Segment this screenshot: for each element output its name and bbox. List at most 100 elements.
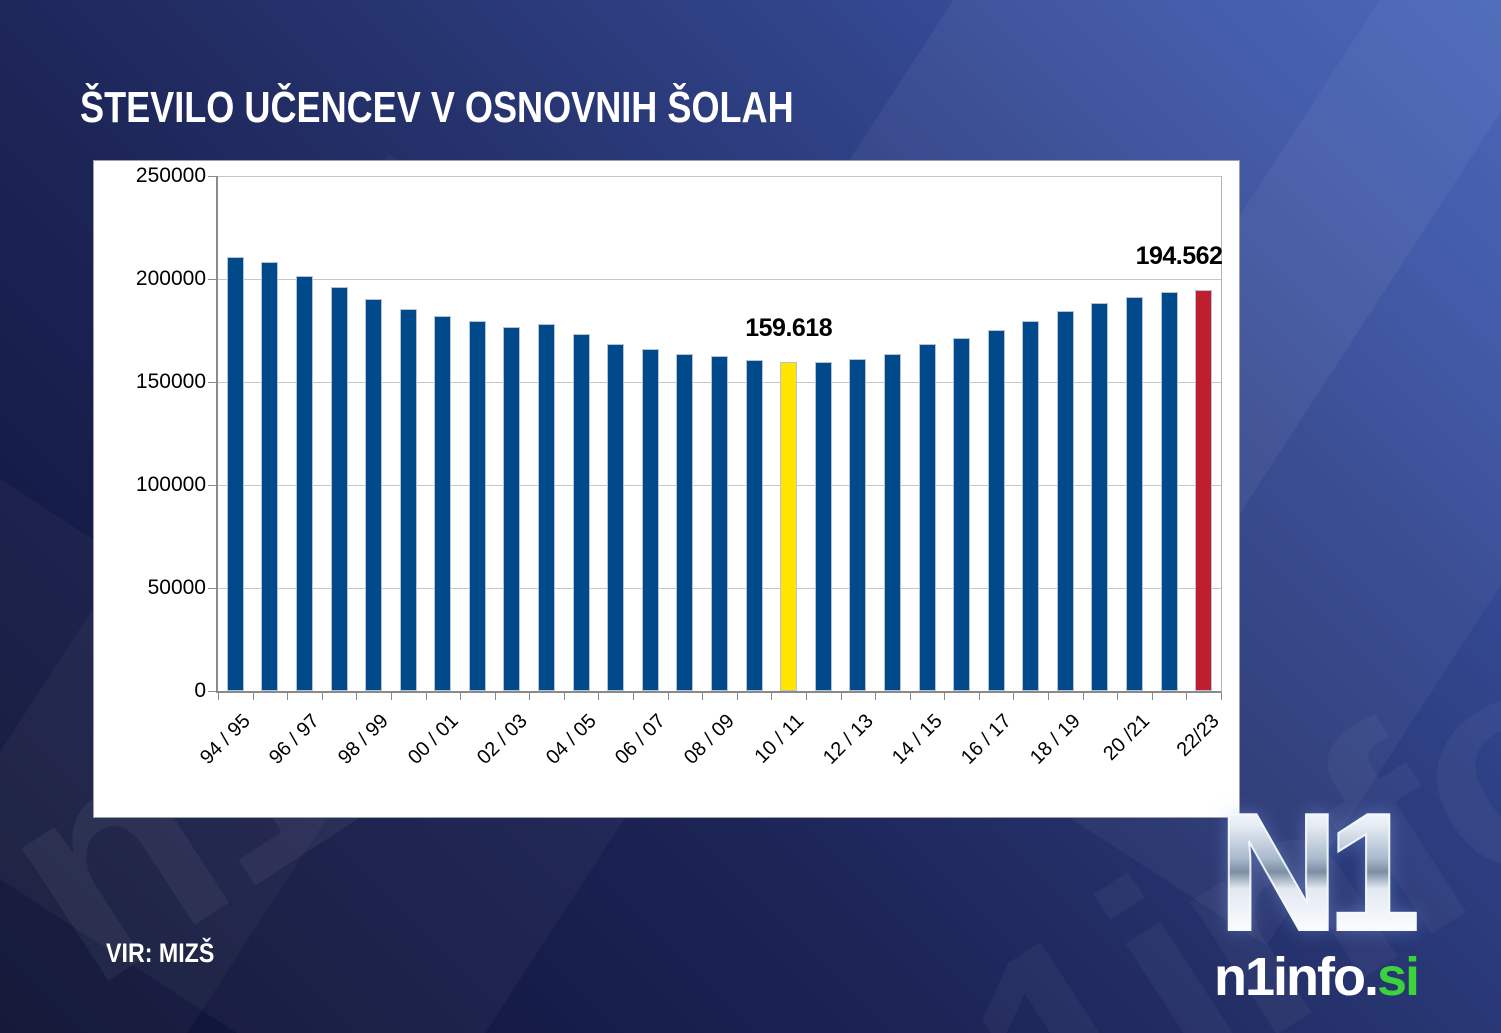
y-axis-label: 50000 [147, 576, 206, 599]
bar-00-01 [434, 316, 452, 691]
bar-22-23 [1195, 290, 1213, 691]
y-axis-tick [208, 279, 217, 280]
bar-06-07 [641, 349, 659, 691]
y-axis-tick [208, 382, 217, 383]
bar-14-15 [918, 344, 936, 691]
x-axis-tick [390, 693, 392, 700]
bar-19-20 [1091, 303, 1109, 691]
bar-94-95 [226, 257, 244, 691]
bar-chart: 159.618 194.562 [208, 176, 1223, 700]
x-axis-tick [321, 693, 323, 700]
bar-10-11 [780, 362, 798, 691]
x-axis-tick [218, 693, 219, 700]
bar-09-10 [745, 359, 763, 691]
site-tld: si [1376, 947, 1420, 1007]
chart-panel: 159.618 194.562 0 50000 100000 150000 200000 2… [93, 160, 1240, 818]
y-axis-label: 150000 [135, 370, 206, 393]
bar-21-22 [1160, 291, 1178, 691]
x-axis-tick [771, 693, 773, 700]
bar-01-02 [468, 321, 486, 691]
site-name-text: n1info [1213, 947, 1366, 1007]
bar-99-00 [399, 308, 417, 691]
x-axis-tick [805, 693, 807, 700]
n1-logo: N1 n1info.si [1204, 787, 1428, 1008]
bar-96-97 [295, 275, 313, 691]
x-axis-tick [1048, 693, 1050, 700]
bar-05-06 [607, 343, 625, 691]
x-axis-label: 10 / 11 [750, 710, 809, 768]
x-axis-tick [840, 693, 842, 700]
x-axis-label: 94 / 95 [196, 710, 255, 769]
y-axis-tick [208, 691, 217, 692]
n1-logo-mark: N1 [1198, 787, 1428, 957]
y-axis-tick [208, 588, 217, 589]
x-axis-tick [1186, 693, 1188, 700]
gridline-200000 [218, 279, 1221, 280]
x-axis-label: 14 / 15 [887, 710, 947, 769]
x-axis-label: 18 / 19 [1026, 710, 1085, 769]
x-axis-tick [252, 693, 254, 700]
bar-95-96 [261, 262, 279, 691]
x-axis-label: 04 / 05 [541, 710, 601, 769]
x-axis-tick [736, 693, 738, 700]
x-axis-tick [1151, 693, 1153, 700]
x-axis-tick [909, 693, 911, 700]
bar-16-17 [987, 330, 1005, 691]
y-axis-tick [208, 485, 217, 486]
bar-value-label: 159.618 [745, 314, 833, 343]
x-axis-tick [944, 693, 946, 700]
x-axis-tick [1117, 693, 1119, 700]
bar-17-18 [1022, 321, 1040, 691]
bar-value-label: 194.562 [1135, 242, 1223, 271]
x-axis-label: 20 /21 [1099, 710, 1155, 765]
x-axis-tick [529, 693, 531, 700]
y-axis-label: 200000 [135, 267, 206, 290]
x-axis-label: 98 / 99 [334, 710, 394, 769]
x-axis-tick [667, 693, 669, 700]
bar-98-99 [365, 298, 383, 691]
site-dot: . [1363, 947, 1379, 1007]
x-axis-label: 96 / 97 [265, 710, 325, 769]
y-axis-label: 0 [194, 679, 206, 702]
x-axis-tick [598, 693, 600, 700]
x-axis-tick [460, 693, 462, 700]
x-axis-tick [1221, 693, 1222, 700]
x-axis-label: 22/23 [1172, 710, 1224, 761]
x-axis-tick [633, 693, 635, 700]
y-axis-tick [208, 176, 217, 177]
bar-15-16 [953, 337, 971, 691]
x-axis-tick [702, 693, 704, 700]
bar-12-13 [849, 358, 867, 691]
x-axis-tick [875, 693, 877, 700]
bar-13-14 [883, 353, 901, 691]
bar-97-98 [330, 287, 348, 691]
x-axis-tick [978, 693, 980, 700]
n1-site-name: n1info.si [1204, 946, 1428, 1008]
bar-18-19 [1056, 311, 1074, 691]
x-axis-label: 12 / 13 [818, 710, 878, 769]
x-axis-tick [494, 693, 496, 700]
x-axis-tick [1013, 693, 1015, 700]
x-axis-tick [356, 693, 358, 700]
x-axis-label: 16 / 17 [956, 710, 1016, 769]
x-axis-label: 00 / 01 [403, 710, 463, 769]
bar-11-12 [814, 362, 832, 691]
x-axis-label: 08 / 09 [680, 710, 740, 769]
bar-08-09 [711, 356, 728, 691]
source-credit: VIR: MIZŠ [106, 938, 215, 968]
x-axis-label: 06 / 07 [611, 710, 670, 769]
x-axis-label: 02 / 03 [472, 710, 532, 769]
gridline-250000 [218, 176, 1221, 177]
page-title: ŠTEVILO UČENCEV V OSNOVNIH ŠOLAH [80, 83, 794, 132]
x-axis-tick [287, 693, 289, 700]
y-axis-label: 100000 [135, 473, 206, 496]
y-axis-label: 250000 [135, 164, 206, 187]
x-axis-tick [1082, 693, 1084, 700]
x-axis-tick [563, 693, 565, 700]
bar-07-08 [676, 353, 694, 691]
bar-04-05 [572, 334, 590, 691]
bar-02-03 [503, 327, 521, 691]
bar-03-04 [538, 323, 556, 691]
bar-20-21 [1126, 296, 1144, 691]
